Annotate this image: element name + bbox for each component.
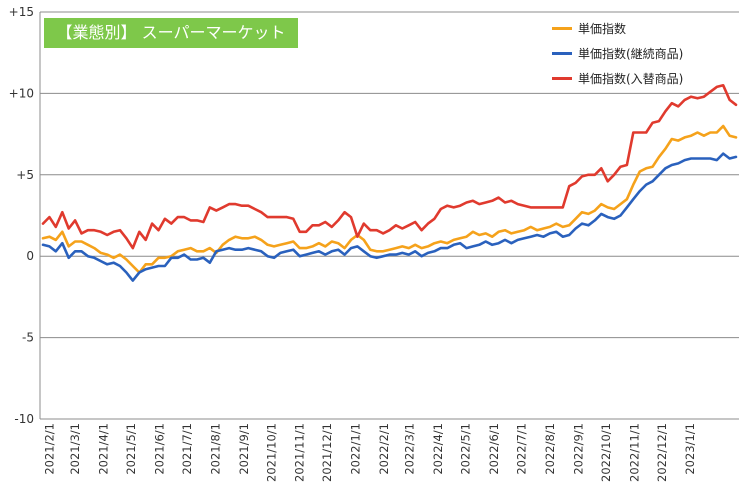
x-tick-label: 2022/11/1: [627, 423, 641, 482]
y-tick-label: +5: [16, 168, 34, 182]
x-tick-label: 2021/12/1: [320, 423, 334, 482]
x-tick-label: 2022/9/1: [571, 423, 585, 475]
x-tick-label: 2022/7/1: [515, 423, 529, 475]
y-tick-label: -10: [14, 412, 34, 426]
series-lines: [41, 84, 738, 282]
y-tick-label: +10: [9, 86, 34, 100]
x-tick-label: 2022/8/1: [543, 423, 557, 475]
x-tick-label: 2021/3/1: [68, 423, 82, 475]
legend-swatch-unit-price: [552, 27, 572, 30]
x-tick-label: 2022/3/1: [403, 423, 417, 475]
x-tick-label: 2021/4/1: [97, 423, 111, 475]
series-line-1: [41, 152, 738, 282]
x-tick-label: 2021/8/1: [208, 423, 222, 475]
x-tick-label: 2022/1/1: [349, 423, 363, 475]
x-axis-ticks: 2021/2/1 2021/3/1 2021/4/1 2021/5/1 2021/6/1…: [42, 423, 697, 482]
chart-title-badge: 【業態別】 スーパーマーケット: [44, 18, 298, 48]
y-axis-ticks: +15 +10 +5 0 -5 -10: [9, 5, 34, 426]
x-tick-label: 2022/5/1: [459, 423, 473, 475]
y-tick-label: -5: [22, 331, 34, 345]
x-tick-label: 2022/2/1: [377, 423, 391, 475]
x-tick-label: 2021/11/1: [293, 423, 307, 482]
gridlines: [40, 11, 739, 420]
x-tick-label: 2021/10/1: [264, 423, 278, 482]
x-tick-label: 2021/2/1: [42, 423, 56, 475]
legend-swatch-continuing: [552, 52, 572, 55]
legend-item-replaced: 単価指数(入替商品): [552, 66, 683, 91]
x-tick-label: 2021/5/1: [124, 423, 138, 475]
legend-label-unit-price: 単価指数: [578, 22, 627, 36]
x-tick-label: 2021/6/1: [152, 423, 166, 475]
series-line-2: [41, 84, 738, 250]
legend-item-continuing: 単価指数(継続商品): [552, 41, 683, 66]
x-tick-label: 2021/9/1: [237, 423, 251, 475]
x-tick-label: 2023/1/1: [683, 423, 697, 475]
x-tick-label: 2022/4/1: [431, 423, 445, 475]
x-tick-label: 2022/10/1: [599, 423, 613, 482]
legend-label-replaced: 単価指数(入替商品): [578, 72, 684, 86]
legend-item-unit-price: 単価指数: [552, 16, 683, 41]
y-tick-label: +15: [9, 5, 34, 19]
legend: 単価指数 単価指数(継続商品) 単価指数(入替商品): [552, 16, 683, 91]
x-tick-label: 2022/12/1: [655, 423, 669, 482]
legend-swatch-replaced: [552, 77, 572, 80]
legend-label-continuing: 単価指数(継続商品): [578, 47, 684, 61]
series-line-0: [41, 124, 738, 274]
y-tick-label: 0: [26, 249, 34, 263]
x-tick-label: 2021/7/1: [180, 423, 194, 475]
x-tick-label: 2022/6/1: [487, 423, 501, 475]
